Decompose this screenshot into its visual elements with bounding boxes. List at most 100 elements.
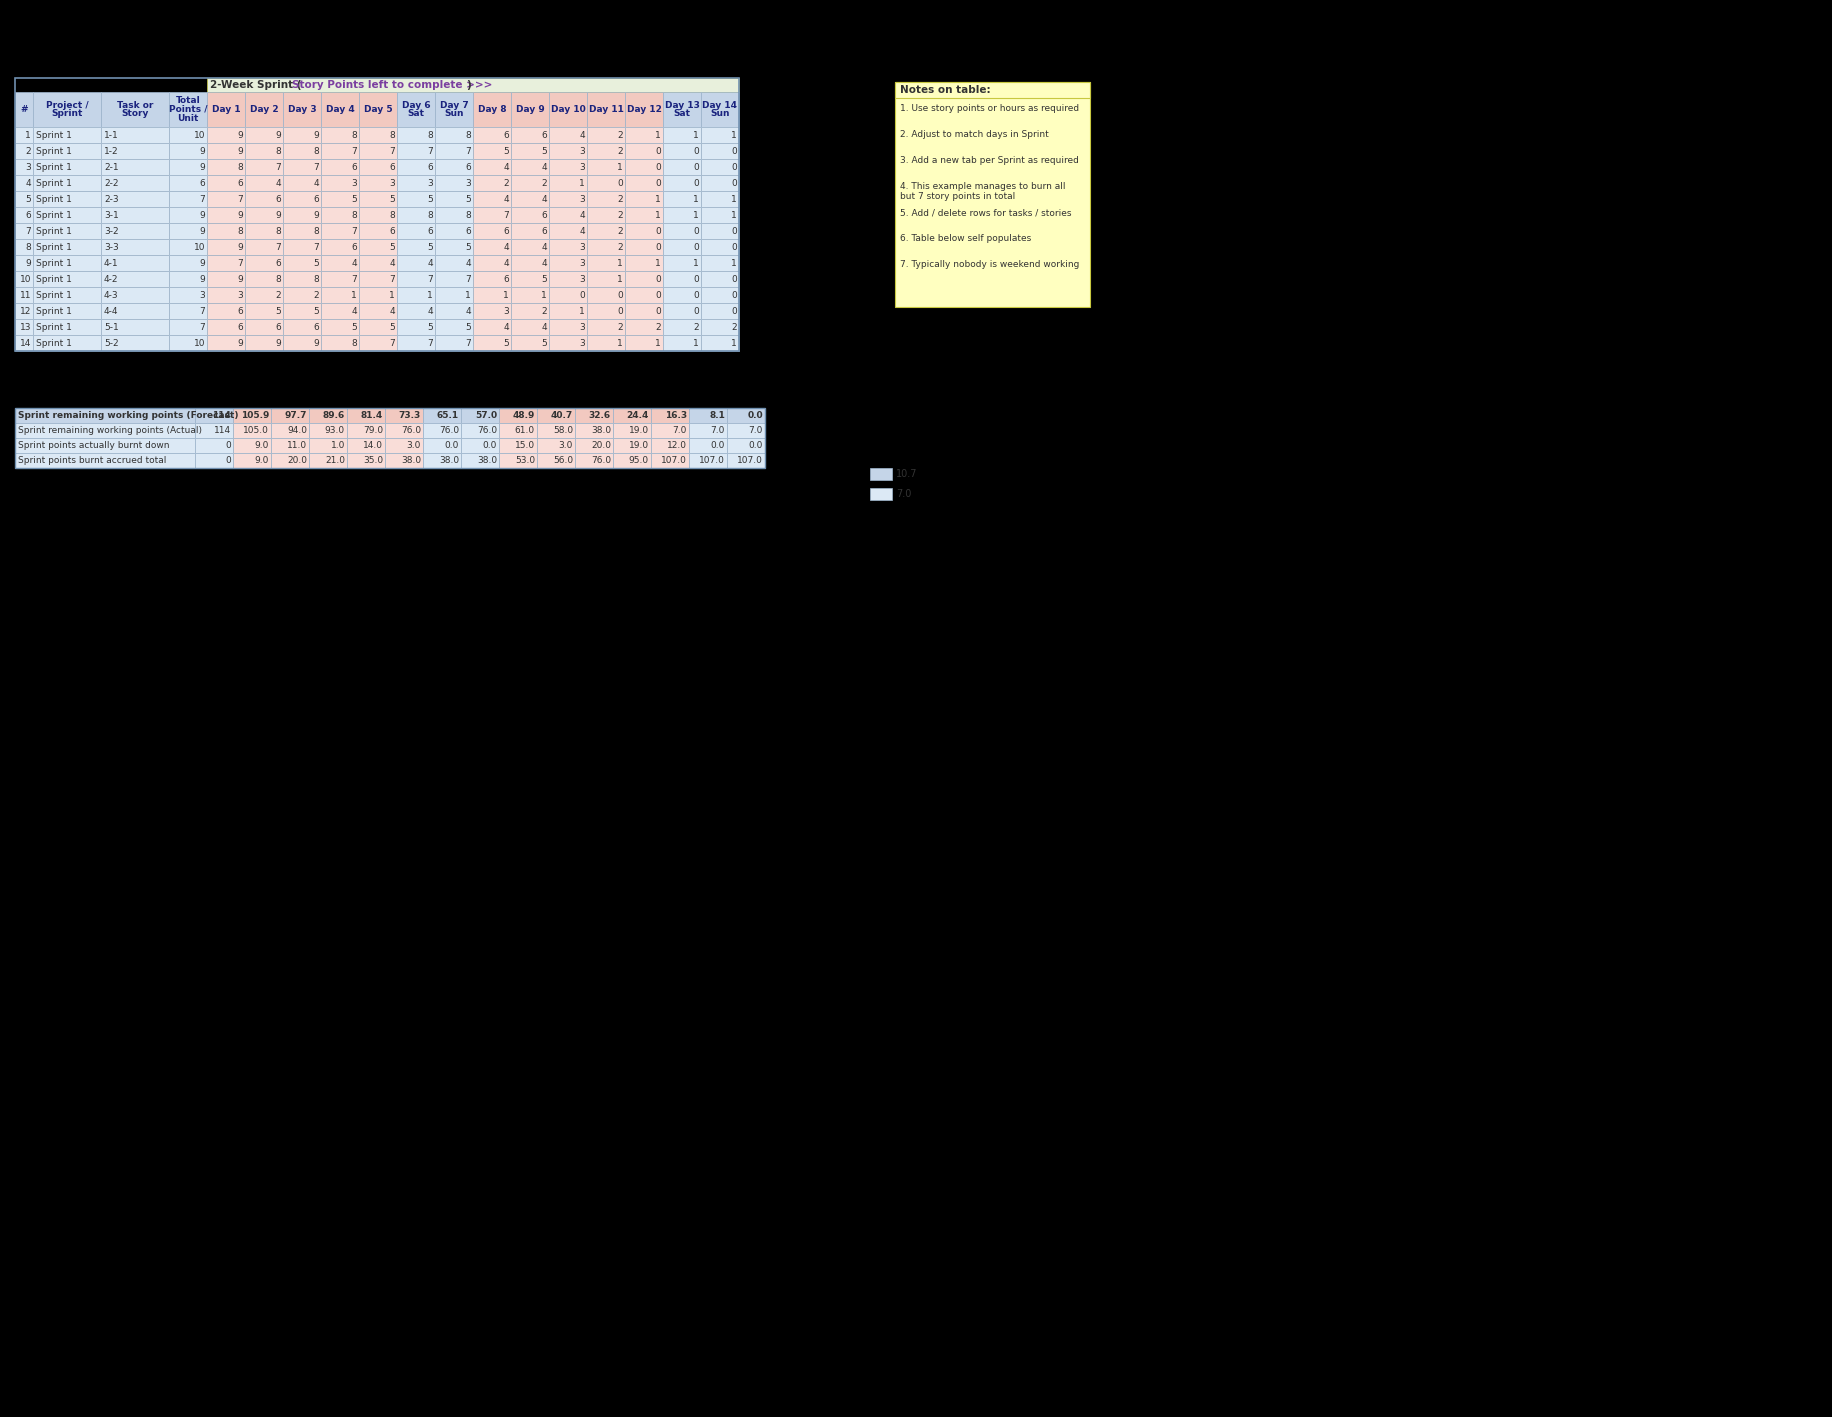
- Text: 21.0: 21.0: [324, 456, 344, 465]
- Text: Sprint remaining working points (Forecast): Sprint remaining working points (Forecas…: [18, 411, 238, 419]
- Text: 1: 1: [540, 290, 546, 299]
- Bar: [282, 319, 321, 334]
- Bar: [169, 207, 207, 222]
- Text: Sprint 1: Sprint 1: [37, 163, 71, 171]
- Text: 5: 5: [26, 194, 31, 204]
- Text: 7.0: 7.0: [711, 427, 725, 435]
- Bar: [511, 319, 550, 334]
- Text: 15.0: 15.0: [515, 441, 535, 451]
- Text: 3: 3: [579, 194, 584, 204]
- Bar: [169, 288, 207, 303]
- Text: 61.0: 61.0: [515, 427, 535, 435]
- Bar: [625, 288, 663, 303]
- Text: 2: 2: [313, 290, 319, 299]
- Bar: [398, 128, 434, 143]
- Text: 8: 8: [275, 275, 280, 283]
- Text: 5: 5: [388, 242, 394, 251]
- Text: Day 5: Day 5: [363, 105, 392, 113]
- Text: 6: 6: [26, 211, 31, 220]
- Bar: [498, 408, 537, 424]
- Text: 38.0: 38.0: [476, 456, 496, 465]
- Text: Sprint 1: Sprint 1: [37, 306, 71, 316]
- Text: 3: 3: [504, 306, 509, 316]
- Text: 1: 1: [692, 258, 698, 268]
- Bar: [462, 438, 498, 453]
- Bar: [700, 128, 738, 143]
- Text: 1.0: 1.0: [330, 441, 344, 451]
- Bar: [33, 128, 101, 143]
- Bar: [537, 408, 575, 424]
- Text: Sprint 1: Sprint 1: [37, 242, 71, 251]
- Text: 2: 2: [540, 306, 546, 316]
- Bar: [473, 303, 511, 319]
- Bar: [207, 334, 245, 351]
- Text: 8: 8: [352, 339, 357, 347]
- Bar: [700, 334, 738, 351]
- Bar: [101, 239, 169, 255]
- Text: 4: 4: [579, 211, 584, 220]
- Bar: [550, 191, 586, 207]
- Bar: [271, 424, 310, 438]
- Text: 4: 4: [465, 258, 471, 268]
- Bar: [511, 128, 550, 143]
- Bar: [321, 334, 359, 351]
- Bar: [346, 408, 385, 424]
- Bar: [207, 128, 245, 143]
- Bar: [385, 453, 423, 468]
- Bar: [398, 159, 434, 176]
- Text: Sprint points burnt accrued total: Sprint points burnt accrued total: [18, 456, 167, 465]
- Bar: [321, 271, 359, 288]
- Text: Day 9: Day 9: [515, 105, 544, 113]
- Bar: [434, 303, 473, 319]
- Bar: [462, 453, 498, 468]
- Bar: [15, 408, 764, 468]
- Text: 1: 1: [352, 290, 357, 299]
- Bar: [101, 207, 169, 222]
- Bar: [550, 222, 586, 239]
- Bar: [101, 176, 169, 191]
- Text: 1: 1: [654, 194, 661, 204]
- Text: 4: 4: [540, 258, 546, 268]
- Bar: [550, 92, 586, 128]
- Bar: [282, 288, 321, 303]
- Text: 7: 7: [200, 306, 205, 316]
- Text: 79.0: 79.0: [363, 427, 383, 435]
- Bar: [700, 222, 738, 239]
- Bar: [359, 207, 398, 222]
- Bar: [612, 408, 650, 424]
- Bar: [398, 222, 434, 239]
- Text: 2: 2: [26, 146, 31, 156]
- Text: 1: 1: [731, 194, 736, 204]
- Bar: [385, 438, 423, 453]
- Bar: [207, 191, 245, 207]
- Text: 6: 6: [540, 211, 546, 220]
- Bar: [511, 239, 550, 255]
- Text: 6: 6: [427, 163, 432, 171]
- Bar: [586, 128, 625, 143]
- Text: 1: 1: [579, 306, 584, 316]
- Bar: [15, 207, 33, 222]
- Bar: [245, 176, 282, 191]
- Bar: [473, 334, 511, 351]
- Bar: [207, 288, 245, 303]
- Bar: [423, 453, 462, 468]
- Text: Sprint 1: Sprint 1: [37, 130, 71, 139]
- Bar: [346, 438, 385, 453]
- Text: 0: 0: [654, 290, 661, 299]
- Bar: [15, 176, 33, 191]
- Bar: [282, 176, 321, 191]
- Text: 2: 2: [504, 179, 509, 187]
- Text: 1: 1: [692, 194, 698, 204]
- Text: 6: 6: [200, 179, 205, 187]
- Text: 19.0: 19.0: [628, 441, 649, 451]
- Text: 0: 0: [225, 456, 231, 465]
- Text: Day 3: Day 3: [288, 105, 317, 113]
- Bar: [207, 271, 245, 288]
- Bar: [101, 92, 169, 128]
- Bar: [650, 453, 689, 468]
- Text: 9: 9: [236, 146, 244, 156]
- Text: 2: 2: [617, 130, 623, 139]
- Bar: [663, 255, 700, 271]
- Text: 1: 1: [654, 130, 661, 139]
- Bar: [359, 319, 398, 334]
